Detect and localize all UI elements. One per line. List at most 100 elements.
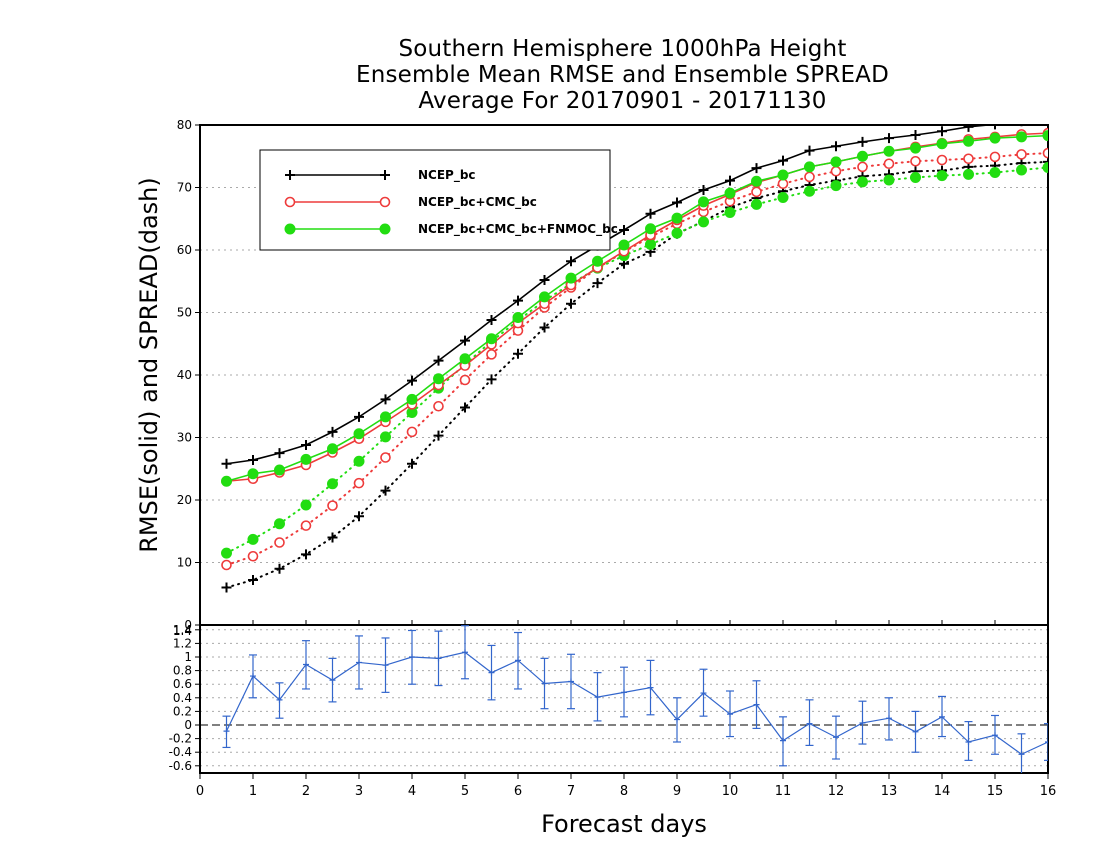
series-line bbox=[225, 160, 1048, 589]
difference-point bbox=[409, 654, 415, 660]
data-point bbox=[354, 511, 364, 522]
legend-marker bbox=[284, 196, 296, 208]
data-point bbox=[248, 455, 258, 465]
difference-point bbox=[780, 737, 786, 744]
data-point bbox=[380, 452, 391, 463]
y2-tick-label: -0.4 bbox=[169, 745, 192, 759]
data-point bbox=[724, 187, 736, 199]
difference-point bbox=[435, 655, 442, 662]
difference-point bbox=[833, 734, 839, 741]
data-point bbox=[989, 167, 1001, 178]
legend-marker bbox=[380, 170, 390, 180]
data-point bbox=[804, 185, 815, 197]
difference-point bbox=[886, 715, 892, 722]
difference-point bbox=[727, 711, 733, 718]
difference-point bbox=[276, 696, 283, 703]
data-point bbox=[433, 373, 444, 385]
data-point bbox=[751, 186, 762, 198]
legend: NCEP_bc NCEP_bc+CMC_bc NCEP_bc+CMC_bc+FNMO… bbox=[259, 149, 618, 251]
data-point bbox=[751, 198, 762, 210]
x-tick-label: 7 bbox=[567, 784, 575, 799]
data-point bbox=[353, 477, 365, 489]
data-point bbox=[804, 145, 815, 156]
x-tick-label: 0 bbox=[196, 784, 204, 799]
legend-marker bbox=[379, 223, 391, 235]
data-point bbox=[221, 547, 232, 559]
data-point bbox=[857, 176, 868, 188]
data-point bbox=[486, 374, 497, 385]
difference-point bbox=[594, 694, 601, 701]
difference-point bbox=[382, 662, 389, 669]
x-tick-label: 11 bbox=[775, 784, 792, 799]
data-point bbox=[1042, 130, 1048, 142]
difference-point bbox=[939, 713, 945, 720]
data-point bbox=[1043, 113, 1053, 123]
y-tick-label: 20 bbox=[177, 493, 192, 507]
y-tick-label: 60 bbox=[177, 243, 192, 257]
data-point bbox=[883, 174, 895, 186]
difference-point bbox=[356, 659, 362, 666]
x-tick-label: 13 bbox=[881, 784, 898, 799]
data-point bbox=[963, 168, 974, 180]
data-point bbox=[247, 468, 259, 480]
data-point bbox=[619, 225, 629, 235]
data-point bbox=[353, 455, 365, 467]
difference-point bbox=[541, 680, 548, 687]
data-point bbox=[777, 169, 789, 181]
data-point bbox=[512, 312, 524, 323]
x-tick-label: 4 bbox=[408, 784, 416, 799]
data-point bbox=[989, 132, 1001, 144]
data-point bbox=[778, 155, 788, 166]
legend-marker bbox=[285, 170, 295, 180]
data-point bbox=[327, 443, 338, 455]
data-point bbox=[830, 165, 842, 177]
difference-point bbox=[568, 678, 574, 685]
difference-line bbox=[225, 651, 1048, 755]
difference-point bbox=[515, 657, 521, 664]
x-tick-label: 16 bbox=[1040, 784, 1057, 799]
data-point bbox=[300, 520, 312, 531]
data-point bbox=[884, 133, 894, 144]
data-point bbox=[566, 256, 576, 267]
x-tick-label: 8 bbox=[620, 784, 628, 799]
y2-tick-label: -0.2 bbox=[169, 732, 192, 746]
series-line bbox=[225, 152, 1048, 566]
data-point bbox=[486, 349, 497, 360]
x-tick-label: 2 bbox=[302, 784, 310, 799]
x-tick-label: 6 bbox=[514, 784, 522, 799]
data-point bbox=[354, 411, 364, 422]
data-point bbox=[353, 428, 365, 440]
data-point bbox=[407, 458, 417, 469]
difference-point bbox=[223, 728, 230, 735]
difference-point bbox=[806, 720, 813, 727]
title-line-1: Southern Hemisphere 1000hPa Height bbox=[398, 36, 847, 62]
data-point bbox=[751, 163, 762, 174]
difference-point bbox=[1018, 751, 1025, 758]
difference-point bbox=[621, 689, 627, 696]
difference-point bbox=[462, 649, 468, 656]
data-point bbox=[380, 394, 391, 405]
x-tick-label: 3 bbox=[355, 784, 363, 799]
data-point bbox=[407, 375, 417, 386]
data-point bbox=[698, 196, 709, 208]
y-axis-label: RMSE(solid) and SPREAD(dash) bbox=[135, 177, 163, 553]
data-point bbox=[645, 208, 656, 219]
data-point bbox=[1042, 147, 1048, 159]
data-point bbox=[937, 126, 947, 137]
difference-point bbox=[674, 716, 680, 723]
data-point bbox=[1016, 164, 1027, 176]
data-point bbox=[459, 374, 471, 386]
data-point bbox=[221, 559, 232, 571]
data-point bbox=[247, 550, 259, 562]
data-point bbox=[1042, 162, 1048, 173]
data-point bbox=[830, 180, 842, 192]
difference-point bbox=[303, 661, 309, 668]
difference-point bbox=[1045, 739, 1048, 745]
data-point bbox=[274, 464, 285, 476]
y-tick-label: 0 bbox=[184, 618, 192, 632]
data-point bbox=[989, 151, 1001, 163]
data-point bbox=[301, 440, 311, 450]
data-point bbox=[433, 400, 444, 412]
y2-tick-label: 1.4 bbox=[173, 624, 192, 638]
